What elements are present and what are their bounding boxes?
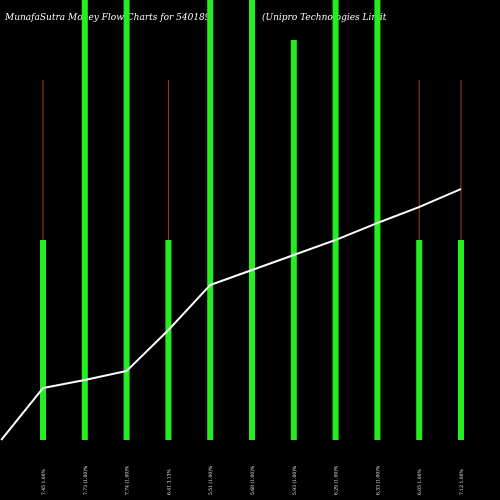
x-tick-label: 7.74 (1.00)% (124, 465, 131, 495)
bar (332, 0, 339, 440)
bar (207, 0, 214, 440)
bar (458, 240, 464, 440)
x-tick-label: 7.45 1.00% (41, 469, 47, 495)
bar (290, 40, 297, 440)
x-tick-label: 6.29 (1.00)% (333, 465, 340, 495)
bar (249, 0, 255, 440)
x-tick-label: 5.51 (1.00)% (207, 465, 214, 495)
bar (416, 240, 423, 440)
x-tick-label: 5.68 (1.00)% (249, 465, 256, 495)
chart-title: MunafaSutra Money Flow Charts for 540189 (4, 13, 211, 23)
x-tick-label: 7.73 (1.00)% (82, 465, 89, 495)
bar (374, 0, 381, 440)
bar (165, 240, 172, 440)
x-tick-label: 7.12 1.00% (459, 469, 465, 495)
bar (81, 0, 88, 440)
x-tick-label: 6.05 1.00% (417, 469, 423, 495)
money-flow-line (0, 188, 462, 441)
chart-subtitle: (Unipro Technologies Limit (262, 12, 387, 23)
x-tick-label: 6.33 (1.00)% (374, 465, 381, 495)
bar (123, 0, 130, 440)
bar (40, 240, 46, 440)
x-tick-label: 6.41 3.13% (166, 469, 172, 495)
x-tick-label: 5.93 (1.00)% (291, 465, 298, 495)
